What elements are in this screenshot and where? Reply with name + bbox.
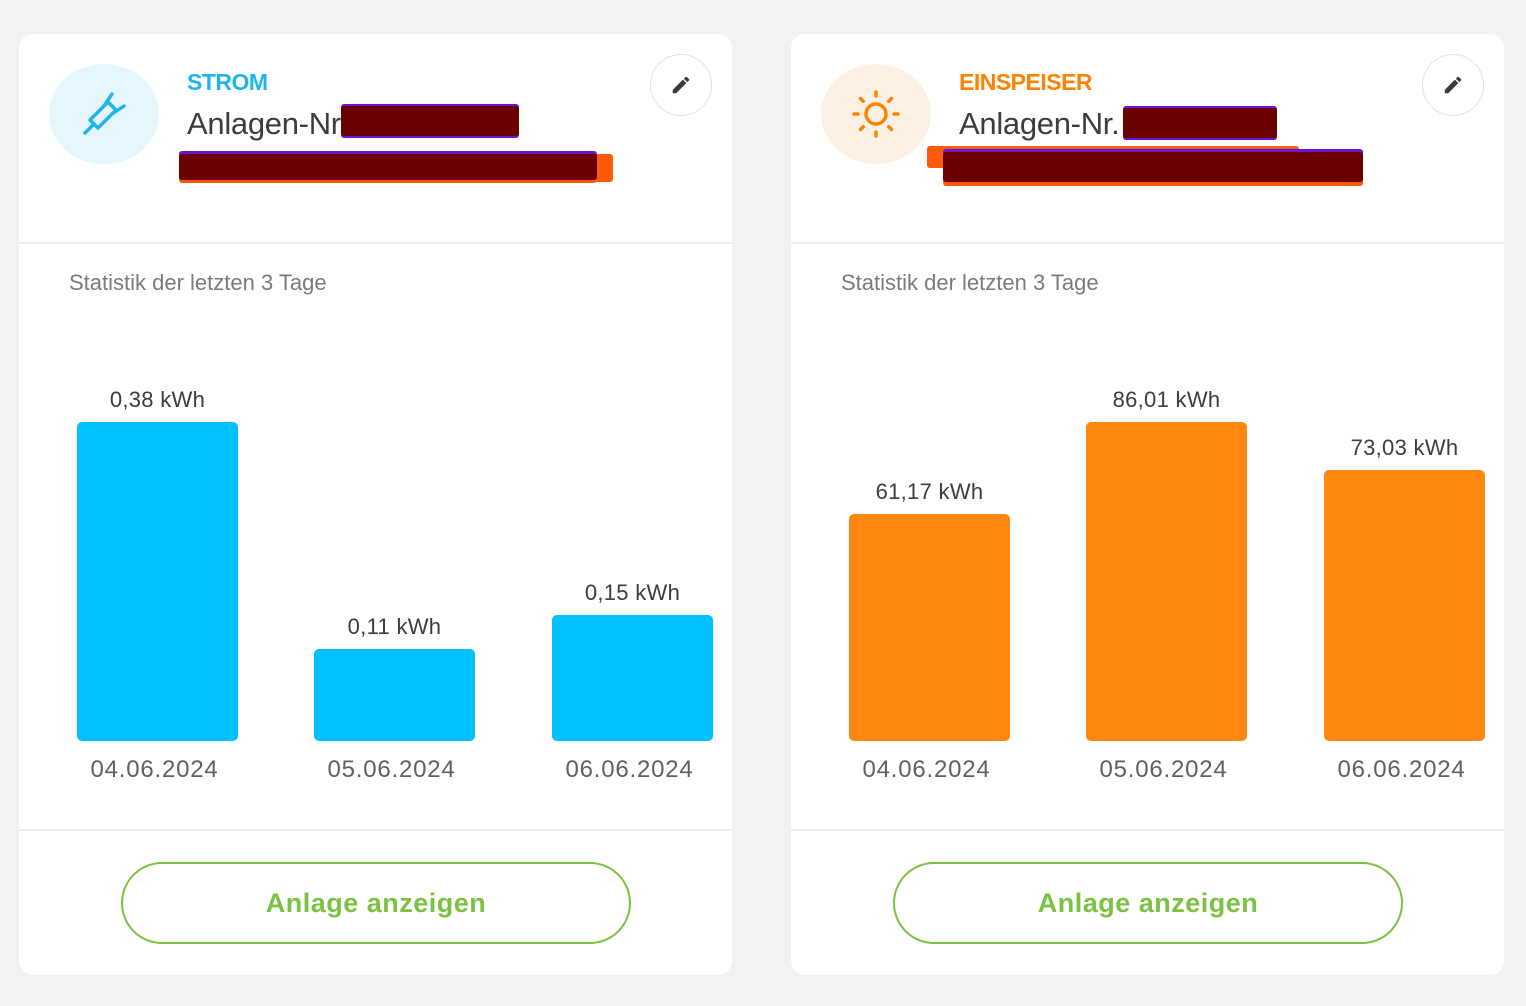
- bar-06.06.2024: [552, 615, 713, 741]
- bar-04.06.2024: [77, 422, 238, 741]
- edit-button[interactable]: [650, 54, 712, 116]
- bar-05.06.2024: [1086, 422, 1247, 741]
- consumption-bar-chart: 0,38 kWh 04.06.2024 0,11 kWh 05.06.2024 0,15…: [19, 334, 732, 794]
- bar-05.06.2024: [314, 649, 475, 741]
- card-header: STROM Anlagen-Nr.: [19, 34, 732, 242]
- category-label: STROM: [187, 69, 268, 95]
- show-plant-button[interactable]: Anlage anzeigen: [893, 862, 1403, 944]
- pencil-icon: [672, 76, 690, 94]
- divider: [19, 242, 732, 244]
- feed-in-bar-chart: 61,17 kWh 04.06.2024 86,01 kWh 05.06.2024 73…: [791, 334, 1504, 794]
- divider: [19, 829, 732, 831]
- einspeiser-card: EINSPEISER Anlagen-Nr. Statistik der let…: [791, 34, 1504, 975]
- edit-button[interactable]: [1422, 54, 1484, 116]
- show-plant-button[interactable]: Anlage anzeigen: [121, 862, 631, 944]
- x-tick-label: 06.06.2024: [1337, 756, 1466, 783]
- bar-value-label: 61,17 kWh: [875, 479, 984, 504]
- bar-value-label: 0,11 kWh: [347, 614, 442, 639]
- category-label: EINSPEISER: [959, 69, 1093, 95]
- bar-value-label: 86,01 kWh: [1112, 387, 1221, 412]
- redaction-mark: [1123, 108, 1277, 138]
- stat-title: Statistik der letzten 3 Tage: [69, 270, 327, 295]
- strom-card: STROM Anlagen-Nr. Statistik der letzten …: [19, 34, 732, 975]
- plug-icon: [83, 92, 126, 135]
- x-tick-label: 04.06.2024: [862, 756, 991, 783]
- bar-value-label: 73,03 kWh: [1350, 435, 1459, 460]
- bar-06.06.2024: [1324, 470, 1485, 741]
- sun-icon-badge: [821, 64, 931, 164]
- redaction-mark: [943, 152, 1363, 182]
- plug-icon-badge: [49, 64, 159, 164]
- divider: [791, 829, 1504, 831]
- x-tick-label: 04.06.2024: [90, 756, 219, 783]
- redaction-mark: [179, 154, 597, 180]
- sun-icon: [852, 90, 900, 138]
- stat-title: Statistik der letzten 3 Tage: [841, 270, 1099, 295]
- divider: [791, 242, 1504, 244]
- x-tick-label: 05.06.2024: [1099, 756, 1228, 783]
- bar-value-label: 0,15 kWh: [584, 580, 681, 605]
- plant-number: Anlagen-Nr.: [187, 106, 348, 141]
- card-header: EINSPEISER Anlagen-Nr.: [791, 34, 1504, 242]
- x-tick-label: 06.06.2024: [565, 756, 694, 783]
- redaction-mark: [341, 106, 519, 136]
- pencil-icon: [1444, 76, 1462, 94]
- plant-number: Anlagen-Nr.: [959, 106, 1120, 141]
- x-tick-label: 05.06.2024: [327, 756, 456, 783]
- bar-value-label: 0,38 kWh: [109, 387, 206, 412]
- bar-04.06.2024: [849, 514, 1010, 741]
